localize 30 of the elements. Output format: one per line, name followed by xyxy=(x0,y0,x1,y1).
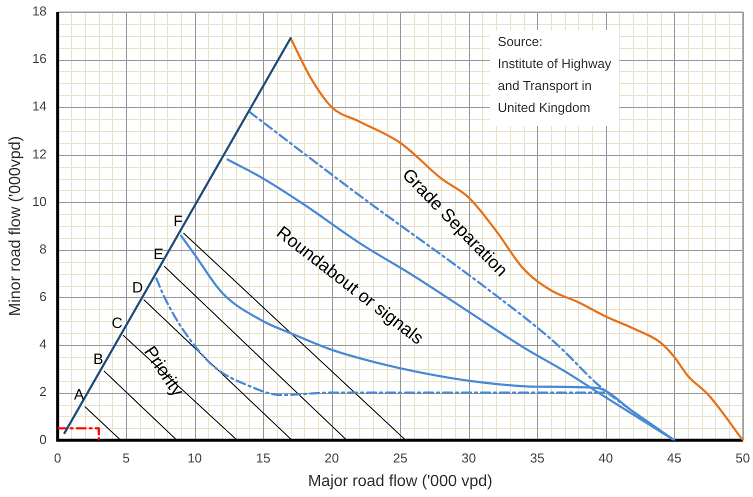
x-tick-label: 0 xyxy=(54,450,62,466)
y-tick-label: 0 xyxy=(39,432,47,447)
y-tick-label: 12 xyxy=(32,146,47,162)
y-tick-label: 10 xyxy=(32,194,47,209)
y-axis-title: Minor road flow ('000vpd) xyxy=(7,136,24,316)
x-tick-label: 45 xyxy=(667,450,682,466)
x-tick-label: 15 xyxy=(256,450,270,466)
x-axis-title: Major road flow ('000 vpd) xyxy=(308,472,492,490)
annotation: D xyxy=(132,279,144,296)
x-tick-label: 20 xyxy=(324,450,339,466)
x-tick-label: 10 xyxy=(187,450,202,466)
y-tick-label: 8 xyxy=(39,241,47,256)
x-tick-label: 40 xyxy=(598,450,613,466)
x-tick-label: 5 xyxy=(122,450,130,466)
y-tick-label: 2 xyxy=(39,384,47,400)
annotation: B xyxy=(93,350,104,368)
x-tick-label: 50 xyxy=(736,450,750,466)
annotation: A xyxy=(74,386,84,404)
annotation: Source: Institute of Highway and Transport in United Kingdom xyxy=(498,34,612,116)
annotation: F xyxy=(174,212,183,230)
x-tick-label: 30 xyxy=(461,450,476,466)
x-tick-label: 35 xyxy=(530,450,544,466)
y-tick-label: 6 xyxy=(39,289,47,304)
y-tick-label: 18 xyxy=(32,4,47,19)
y-tick-label: 4 xyxy=(39,336,47,352)
y-tick-label: 16 xyxy=(32,51,47,66)
annotation: C xyxy=(112,315,123,332)
y-tick-label: 14 xyxy=(32,98,47,114)
x-tick-label: 25 xyxy=(392,450,408,466)
annotation: E xyxy=(154,246,164,264)
